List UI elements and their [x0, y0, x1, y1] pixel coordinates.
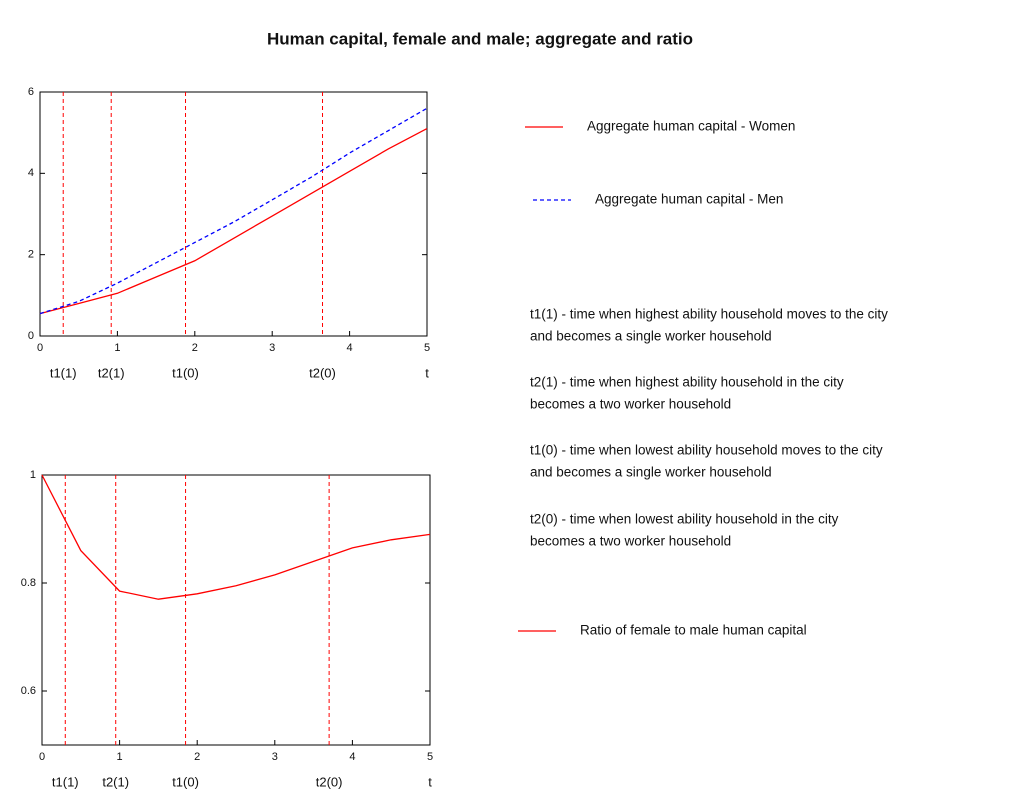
plot-frame	[41, 474, 431, 746]
marker-label: t1(0)	[172, 365, 199, 380]
x-tick-label: 3	[269, 342, 275, 354]
note: and becomes a single worker household	[530, 465, 772, 480]
note: and becomes a single worker household	[530, 329, 772, 344]
x-axis-label: t	[428, 774, 432, 789]
note: becomes a two worker household	[530, 534, 731, 549]
y-tick-label: 2	[28, 249, 34, 261]
note: t1(0) - time when lowest ability househo…	[530, 443, 883, 458]
y-tick-label: 0	[28, 330, 34, 342]
note: t1(1) - time when highest ability househ…	[530, 307, 888, 322]
y-tick-label: 0.6	[21, 685, 36, 697]
plot-frame	[39, 91, 428, 337]
x-axis-label: t	[425, 365, 429, 380]
y-tick-label: 0.8	[21, 577, 36, 589]
x-tick-label: 1	[114, 342, 120, 354]
x-tick-label: 5	[424, 342, 430, 354]
marker-label: t2(0)	[309, 365, 336, 380]
x-tick-label: 3	[272, 751, 278, 763]
marker-label: t1(1)	[52, 774, 79, 789]
marker-label: t1(1)	[50, 365, 77, 380]
x-tick-label: 4	[347, 342, 353, 354]
x-tick-label: 1	[117, 751, 123, 763]
note: t2(1) - time when highest ability househ…	[530, 375, 844, 390]
x-tick-label: 0	[37, 342, 43, 354]
legend-label: Aggregate human capital - Women	[587, 119, 795, 134]
marker-label: t2(1)	[98, 365, 125, 380]
y-tick-label: 1	[30, 469, 36, 481]
x-tick-label: 2	[192, 342, 198, 354]
title: Human capital, female and male; aggregat…	[267, 29, 693, 48]
y-tick-label: 6	[28, 86, 34, 98]
marker-label: t2(0)	[316, 774, 343, 789]
legend-label: Aggregate human capital - Men	[595, 192, 783, 207]
legend-label: Ratio of female to male human capital	[580, 623, 807, 638]
marker-label: t1(0)	[172, 774, 199, 789]
series-line	[39, 107, 428, 315]
note: t2(0) - time when lowest ability househo…	[530, 512, 839, 527]
series-line	[41, 474, 431, 600]
x-tick-label: 4	[349, 751, 355, 763]
x-tick-label: 2	[194, 751, 200, 763]
note: becomes a two worker household	[530, 397, 731, 412]
series-line	[39, 128, 428, 315]
x-tick-label: 0	[39, 751, 45, 763]
marker-label: t2(1)	[102, 774, 129, 789]
y-tick-label: 4	[28, 167, 34, 179]
x-tick-label: 5	[427, 751, 433, 763]
